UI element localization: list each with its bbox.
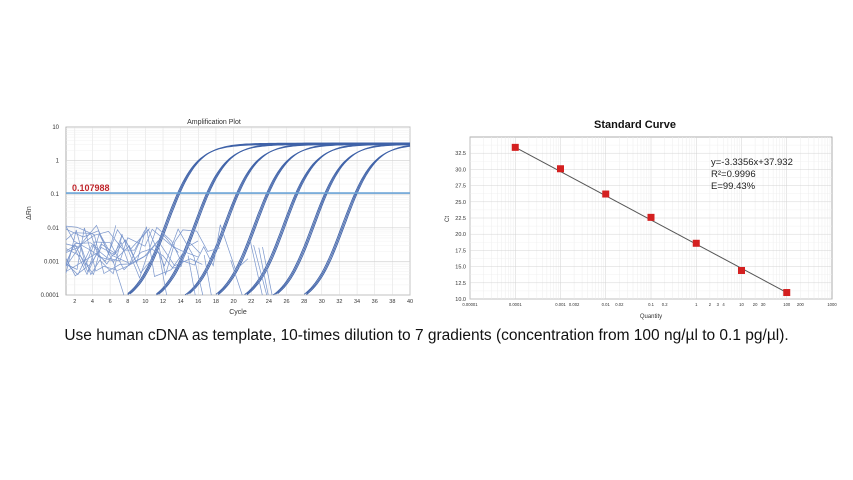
std-ytick-label: 32.5 [455,151,466,157]
r-squared-annotation: R²=0.9996 [711,169,756,180]
amp-xtick-label: 14 [178,299,184,305]
amp-noise-trace [65,225,221,276]
std-ytick-label: 10.0 [455,297,466,303]
equation-annotation: y=-3.3356x+37.932 [711,157,793,168]
amp-noise-trace [262,247,273,296]
amp-noise-trace [230,259,243,296]
std-ytick-label: 25.0 [455,200,466,206]
amp-xtick-label: 32 [336,299,342,305]
std-xtick-label: 30 [761,302,766,307]
efficiency-annotation: E=99.43% [711,181,756,192]
std-xtick-label: 100 [783,302,791,307]
amp-xtick-label: 20 [231,299,237,305]
amp-curve [277,142,411,294]
amp-noise-trace [193,257,204,296]
amp-curve [306,144,411,295]
amp-ytick-label: 10 [52,125,59,131]
threshold-label: 0.107988 [72,183,110,193]
std-ytick-label: 15.0 [455,265,466,271]
std-ytick-label: 30.0 [455,167,466,173]
amp-xtick-label: 22 [248,299,254,305]
amp-xtick-label: 34 [354,299,360,305]
amp-xtick-label: 38 [389,299,395,305]
std-xtick-label: 3 [717,302,720,307]
std-xtick-label: 0.1 [648,302,654,307]
std-xtick-label: 200 [797,302,805,307]
std-title: Standard Curve [594,119,676,131]
amp-xtick-label: 28 [301,299,307,305]
amp-noise-trace [65,230,146,251]
amp-noise-trace [112,261,125,296]
amp-xtick-label: 12 [160,299,166,305]
std-xlabel: Quantity [640,314,662,320]
amp-noise-trace [65,226,199,277]
amp-xtick-label: 26 [283,299,289,305]
amp-curve [273,144,411,296]
amp-xtick-label: 6 [109,299,112,305]
std-data-point [647,213,655,221]
std-ytick-label: 20.0 [455,232,466,238]
amp-noise-trace [65,224,117,267]
amp-noise-trace [65,228,129,264]
amplification-plot: 2 4 6 8 10 12 14 16 18 20 22 24 26 28 30 32 34 36 38 401010… [26,119,413,316]
amp-xtick-label: 4 [91,299,94,305]
amp-xtick-label: 30 [319,299,325,305]
amp-noise-trace [203,254,212,296]
amp-ylabel: ΔRn [26,206,33,220]
std-ytick-label: 17.5 [455,248,466,254]
std-xtick-label: 0.2 [662,302,668,307]
amp-noise-trace [253,245,268,296]
std-xtick-label: 0.002 [569,302,580,307]
amp-xlabel: Cycle [229,309,247,316]
amp-ytick-label: 0.0001 [41,293,60,299]
standard-curve: 10.0 12.5 15.0 17.5 20.0 22.5 25.0 27.5 30.0 32.5… [445,119,837,320]
amp-ytick-label: 0.01 [47,226,59,232]
amp-noise-trace [65,229,201,274]
amp-noise-trace [65,232,179,274]
amp-noise-trace [65,228,199,276]
amp-xtick-label: 16 [195,299,201,305]
std-data-point [692,239,700,247]
amp-noise-trace [258,247,269,296]
std-xtick-label: 10 [739,302,744,307]
amp-ytick-label: 1 [56,159,60,165]
std-xtick-label: 0.01 [602,302,611,307]
amp-curve [246,142,410,296]
std-xtick-label: 0.0001 [509,302,522,307]
amp-xtick-label: 2 [73,299,76,305]
amp-ytick-label: 0.1 [51,192,60,198]
amp-xtick-label: 40 [407,299,413,305]
amp-noise-trace [65,227,203,272]
std-data-point [511,143,519,151]
amp-xtick-label: 18 [213,299,219,305]
amp-xtick-label: 10 [142,299,148,305]
std-data-point [557,165,564,173]
amp-xtick-label: 36 [372,299,378,305]
std-xtick-label: 0.00001 [462,302,478,307]
amp-noise-trace [187,255,196,296]
amp-noise-trace [158,252,167,296]
std-xtick-label: 20 [753,302,758,307]
std-xtick-label: 1 [695,302,698,307]
amp-noise-trace [249,238,263,296]
std-xtick-label: 2 [709,302,712,307]
amp-title: Amplification Plot [187,119,241,126]
std-xtick-label: 0.001 [555,302,566,307]
amp-noise-trace [65,224,249,279]
std-xtick-label: 1000 [827,302,837,307]
amp-xtick-label: 8 [126,299,129,305]
std-data-point [738,266,745,274]
std-xtick-label: 0.02 [615,302,624,307]
amp-curve [275,143,410,295]
std-ytick-label: 22.5 [455,216,466,222]
std-ytick-label: 12.5 [455,281,466,287]
std-data-point [602,190,610,198]
std-ytick-label: 27.5 [455,184,466,190]
std-xtick-label: 4 [722,302,725,307]
amp-xtick-label: 24 [266,299,272,305]
figure-caption: Use human cDNA as template, 10-times dil… [64,327,789,344]
std-ylabel: Ct [445,216,451,222]
std-data-point [783,289,791,297]
amp-ytick-label: 0.001 [44,259,60,265]
